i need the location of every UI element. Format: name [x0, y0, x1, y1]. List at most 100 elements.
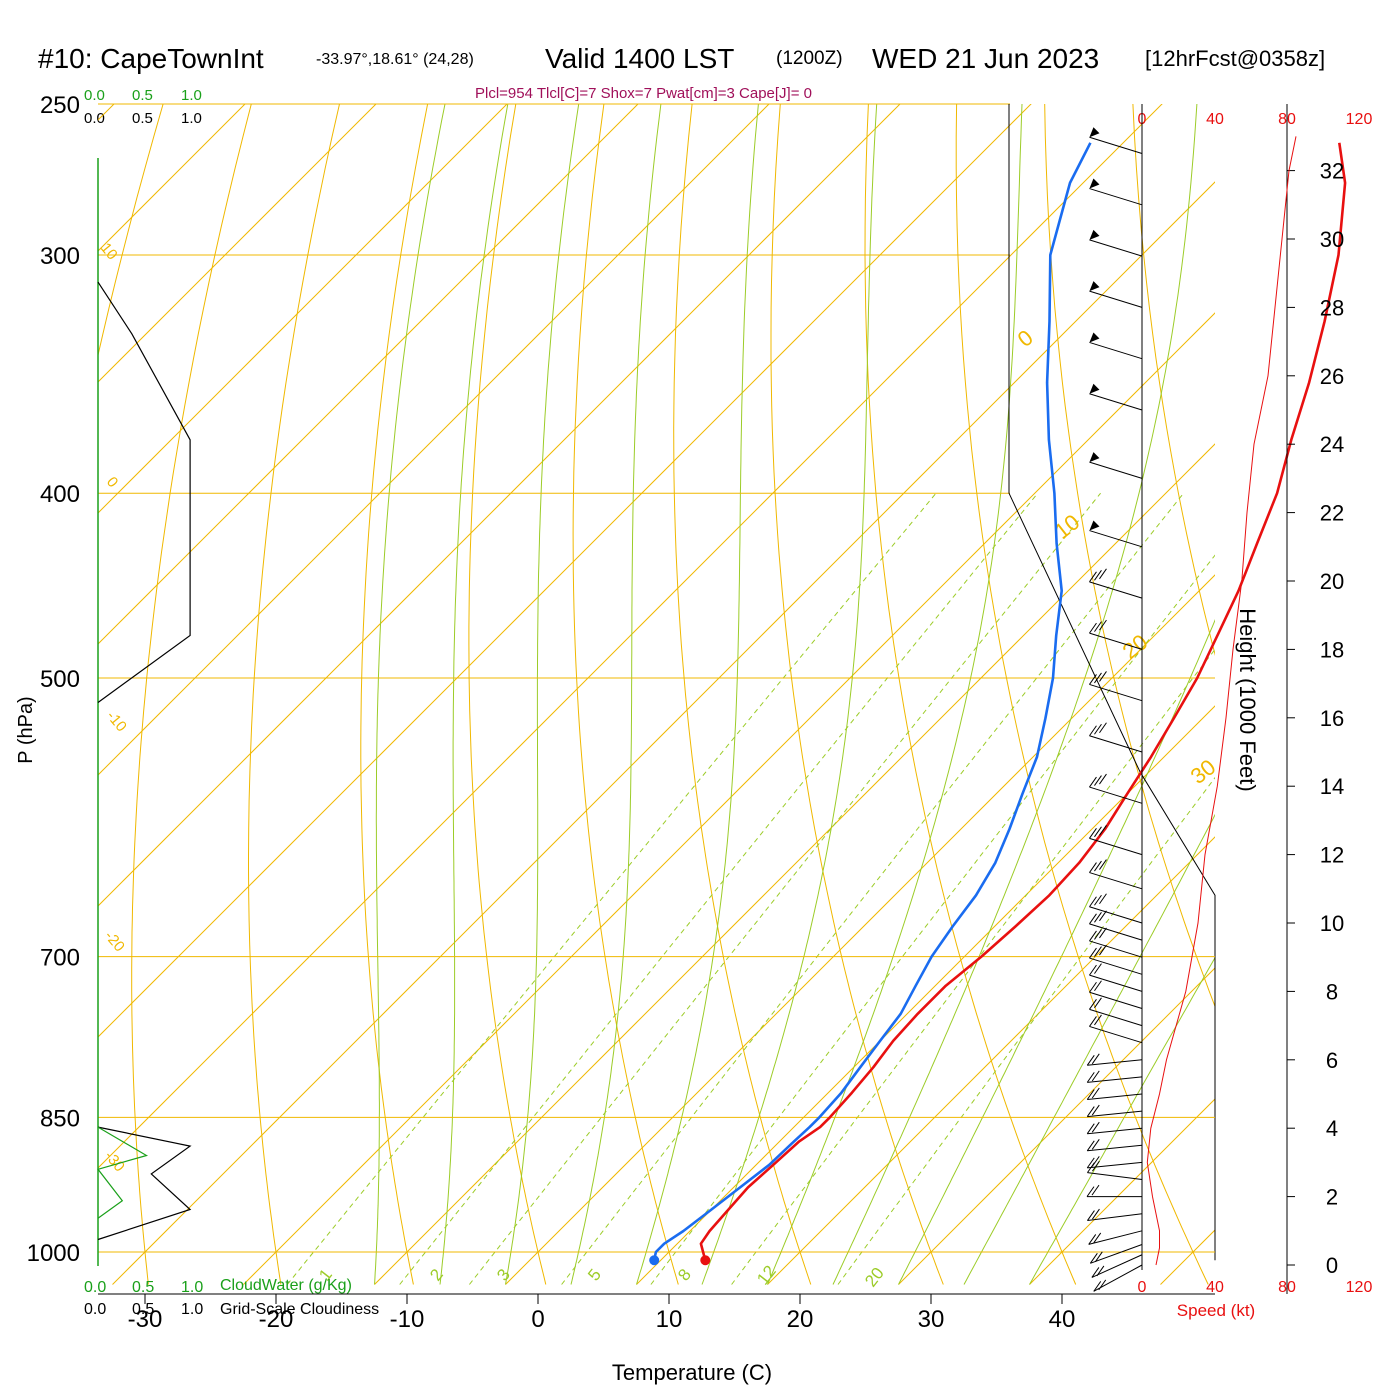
- wind-barb-shaft: [1089, 923, 1143, 941]
- wind-barb-feather: [1089, 947, 1097, 959]
- wind-barb-feather: [1099, 944, 1107, 956]
- bottom-black-tick-0: 0.0: [84, 1301, 106, 1318]
- y-tick-label: 250: [40, 92, 80, 119]
- dry-adiabat-line: [572, 104, 679, 1285]
- bottom-black-tick-1: 0.5: [132, 1301, 154, 1318]
- isotherm-line: [98, 104, 770, 776]
- wind-barb-pennant: [1089, 229, 1100, 240]
- y-tick-label: 300: [40, 243, 80, 270]
- dewpoint-surface-dot: [649, 1255, 660, 1266]
- isotherm-label: 20: [1118, 629, 1153, 664]
- wind-barb-shaft: [1089, 974, 1143, 992]
- moist-adiabat-line: [570, 104, 662, 1285]
- y-axis-title: P (hPa): [15, 696, 37, 763]
- wind-barb-shaft: [1087, 1093, 1143, 1100]
- wind-barb-feather: [1096, 1265, 1105, 1277]
- wind-barb-shaft: [1089, 393, 1143, 411]
- cloudiness-profile-upper: [97, 281, 191, 703]
- wind-barb-shaft: [1089, 683, 1143, 702]
- isotherm-line: [98, 104, 377, 383]
- x-tick-label: 40: [1049, 1306, 1076, 1333]
- wind-barb-shaft: [1087, 1110, 1143, 1118]
- wind-barb-feather: [1099, 671, 1107, 682]
- cloud-profiles: [96, 281, 192, 1241]
- dewpoint-line: [652, 142, 1092, 1261]
- mixing-ratio-label: 3: [493, 1265, 514, 1284]
- wind-barb-feather: [1089, 828, 1097, 839]
- y-tick-label: 700: [40, 945, 80, 972]
- temperature-line: [699, 142, 1347, 1261]
- wind-barb-shaft: [1087, 1059, 1143, 1066]
- height-tick-label: 32: [1320, 159, 1344, 184]
- wind-barb-shaft: [1089, 786, 1143, 804]
- dry-adiabat-line: [1132, 104, 1215, 657]
- mixing-ratio-label: 2: [426, 1265, 447, 1284]
- isotherm-line: [98, 104, 1163, 1169]
- wind-barb-feather: [1092, 1208, 1100, 1220]
- bottom-green-tick-0: 0.0: [84, 1279, 106, 1296]
- x-tick-label: -10: [390, 1306, 425, 1333]
- bottom-black-tick-2: 1.0: [181, 1301, 203, 1318]
- background-lines: [98, 104, 1215, 1285]
- station-title: #10: CapeTownInt: [38, 43, 264, 74]
- isotherm-line: [112, 181, 1215, 1285]
- wind-barb-feather: [1089, 964, 1097, 976]
- wind-barb-feather: [1089, 1253, 1098, 1264]
- isotherm-line: [636, 705, 1215, 1285]
- isotherm-line: [374, 443, 1215, 1285]
- wind-barb-feather: [1099, 859, 1107, 870]
- wind-barb-shaft: [1090, 1244, 1143, 1264]
- wind-barb-feather: [1099, 893, 1107, 905]
- mixing-ratio-label: 20: [861, 1264, 888, 1291]
- wind-barb-shaft: [1089, 957, 1143, 975]
- moist-adiabat-line: [963, 813, 1215, 1285]
- moist-adiabat-line: [701, 104, 878, 1285]
- height-tick-label: 28: [1320, 295, 1344, 320]
- x-tick-label: -20: [259, 1306, 294, 1333]
- wind-barb-feather: [1091, 1087, 1100, 1099]
- mixing-ratio-line: [731, 648, 1215, 1285]
- wind-barb-shaft: [1089, 461, 1143, 479]
- top-green-tick-1: 0.5: [132, 87, 153, 104]
- wind-barb-feather: [1093, 1281, 1102, 1292]
- mixing-ratio-line: [469, 492, 1101, 1285]
- height-tick-label: 30: [1320, 227, 1344, 252]
- wind-barb-feather: [1091, 1267, 1100, 1278]
- sounding-traces: [649, 142, 1347, 1266]
- top-green-tick-2: 1.0: [181, 87, 202, 104]
- wind-barb-feather: [1094, 946, 1102, 957]
- x-tick-label: 30: [918, 1306, 945, 1333]
- isotherm-line: [98, 104, 901, 907]
- y-tick-label: 1000: [27, 1240, 80, 1267]
- wind-barb-feather: [1094, 1251, 1103, 1263]
- height-tick-label: 4: [1326, 1116, 1338, 1141]
- moist-adiabat-line: [1029, 956, 1215, 1285]
- wind-barb-feather: [1091, 1104, 1100, 1116]
- wind-barb-feather: [1099, 568, 1107, 580]
- dry-adiabat-line: [98, 104, 164, 358]
- height-tick-label: 8: [1326, 979, 1338, 1004]
- wind-barb-shaft: [1089, 872, 1143, 890]
- wind-barb-feather: [1094, 775, 1102, 786]
- wind-barb-feather: [1089, 913, 1097, 925]
- speed-bottom-tick: 40: [1206, 1279, 1224, 1296]
- top-black-tick-2: 1.0: [181, 110, 202, 127]
- dry-adiabat-line: [770, 104, 944, 1285]
- isotherm-line: [243, 312, 1215, 1285]
- wind-barb-feather: [1092, 1160, 1100, 1172]
- speed-top-tick: 80: [1278, 111, 1296, 128]
- dry-adiabat-line: [864, 104, 1077, 1285]
- wind-barb-feather: [1094, 570, 1102, 581]
- wind-barb-pennant: [1089, 452, 1100, 463]
- bottom-green-tick-1: 0.5: [132, 1279, 154, 1296]
- height-tick-label: 22: [1320, 501, 1344, 526]
- x-tick-label: 0: [531, 1306, 544, 1333]
- wind-barb-feather: [1091, 1121, 1100, 1133]
- wind-barb-feather: [1089, 725, 1097, 737]
- wind-barb-feather: [1089, 1016, 1097, 1027]
- wind-barb-shaft: [1089, 1008, 1143, 1027]
- height-axis-title: Height (1000 Feet): [1235, 608, 1260, 791]
- wind-barb-feather: [1089, 999, 1097, 1010]
- station-coords: -33.97°,18.61° (24,28): [316, 51, 474, 68]
